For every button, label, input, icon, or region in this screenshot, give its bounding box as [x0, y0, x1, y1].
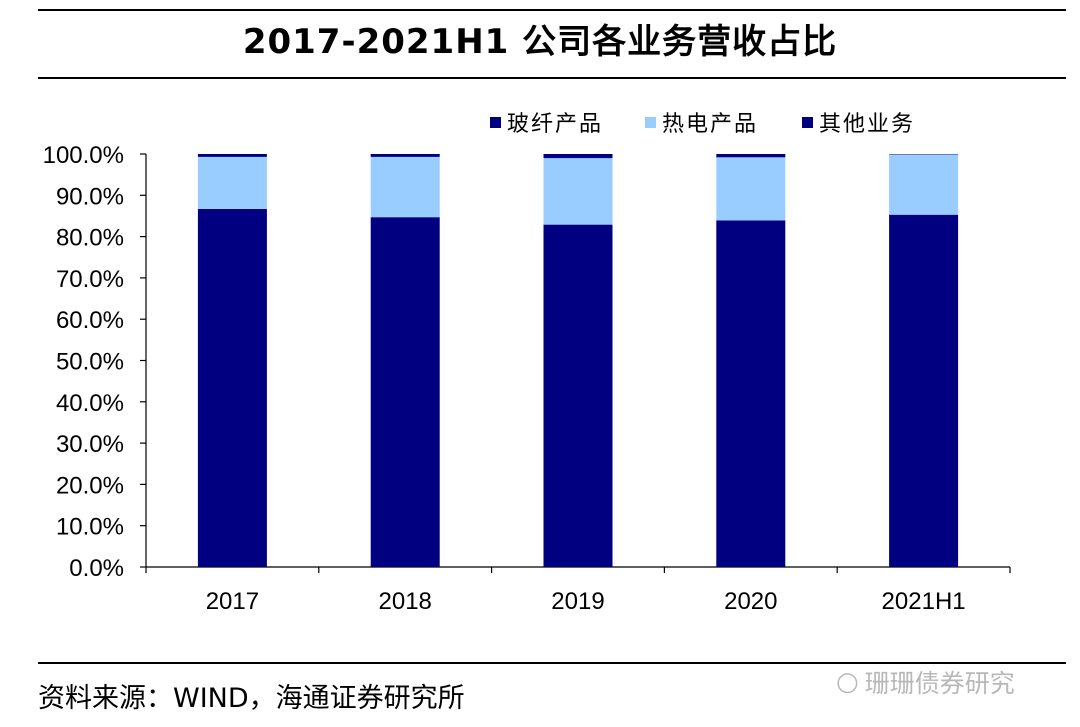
x-tick-label: 2017	[206, 588, 259, 615]
legend-label: 热电产品	[662, 111, 758, 136]
bar-other-2017	[197, 154, 267, 157]
y-tick-label: 70.0%	[56, 266, 124, 293]
top-rule	[38, 9, 1066, 11]
chart-title: 2017-2021H1 公司各业务营收占比	[242, 22, 838, 62]
watermark-text: 珊珊债券研究	[864, 669, 1015, 698]
legend-swatch	[645, 117, 656, 128]
y-tick-label: 100.0%	[43, 142, 124, 169]
bar-glass-fiber-2021H1	[889, 214, 959, 567]
y-tick-label: 10.0%	[56, 514, 124, 541]
y-tick-label: 60.0%	[56, 307, 124, 334]
bar-thermal-power-2019	[543, 158, 613, 225]
bar-glass-fiber-2019	[543, 224, 613, 568]
source-note: 资料来源：WIND，海通证券研究所	[38, 683, 465, 714]
legend-label: 其他业务	[819, 111, 915, 136]
title-rule	[38, 77, 1066, 79]
stacked-bar-chart: 0.0% 10.0% 20.0% 30.0% 40.0% 50.0% 60.0% 70.0% 8…	[43, 111, 1011, 615]
watermark: ○ 珊珊债券研究	[836, 664, 1015, 700]
y-tick-label: 30.0%	[56, 431, 124, 458]
bar-thermal-power-2021H1	[889, 154, 959, 215]
y-tick-label: 50.0%	[56, 349, 124, 376]
bar-other-2019	[543, 154, 613, 159]
wechat-icon: ○	[836, 667, 859, 697]
bar-glass-fiber-2018	[370, 217, 440, 567]
bar-thermal-power-2017	[197, 156, 267, 209]
x-tick-label: 2021H1	[882, 588, 966, 615]
bar-thermal-power-2018	[370, 156, 440, 218]
bar-other-2018	[370, 154, 440, 157]
legend-swatch	[802, 117, 813, 128]
y-tick-label: 80.0%	[56, 225, 124, 252]
y-tick-label: 0.0%	[69, 555, 124, 582]
legend-swatch	[490, 117, 501, 128]
x-tick-label: 2019	[551, 588, 604, 615]
y-tick-label: 40.0%	[56, 390, 124, 417]
y-tick-label: 20.0%	[56, 472, 124, 499]
x-tick-label: 2020	[724, 588, 777, 615]
x-tick-label: 2018	[379, 588, 432, 615]
y-tick-label: 90.0%	[56, 183, 124, 210]
bar-other-2020	[716, 154, 786, 158]
bar-glass-fiber-2020	[716, 220, 786, 568]
legend-label: 玻纤产品	[507, 111, 603, 136]
bottom-rule	[38, 662, 1066, 664]
bar-glass-fiber-2017	[197, 208, 267, 567]
bar-thermal-power-2020	[716, 157, 786, 221]
